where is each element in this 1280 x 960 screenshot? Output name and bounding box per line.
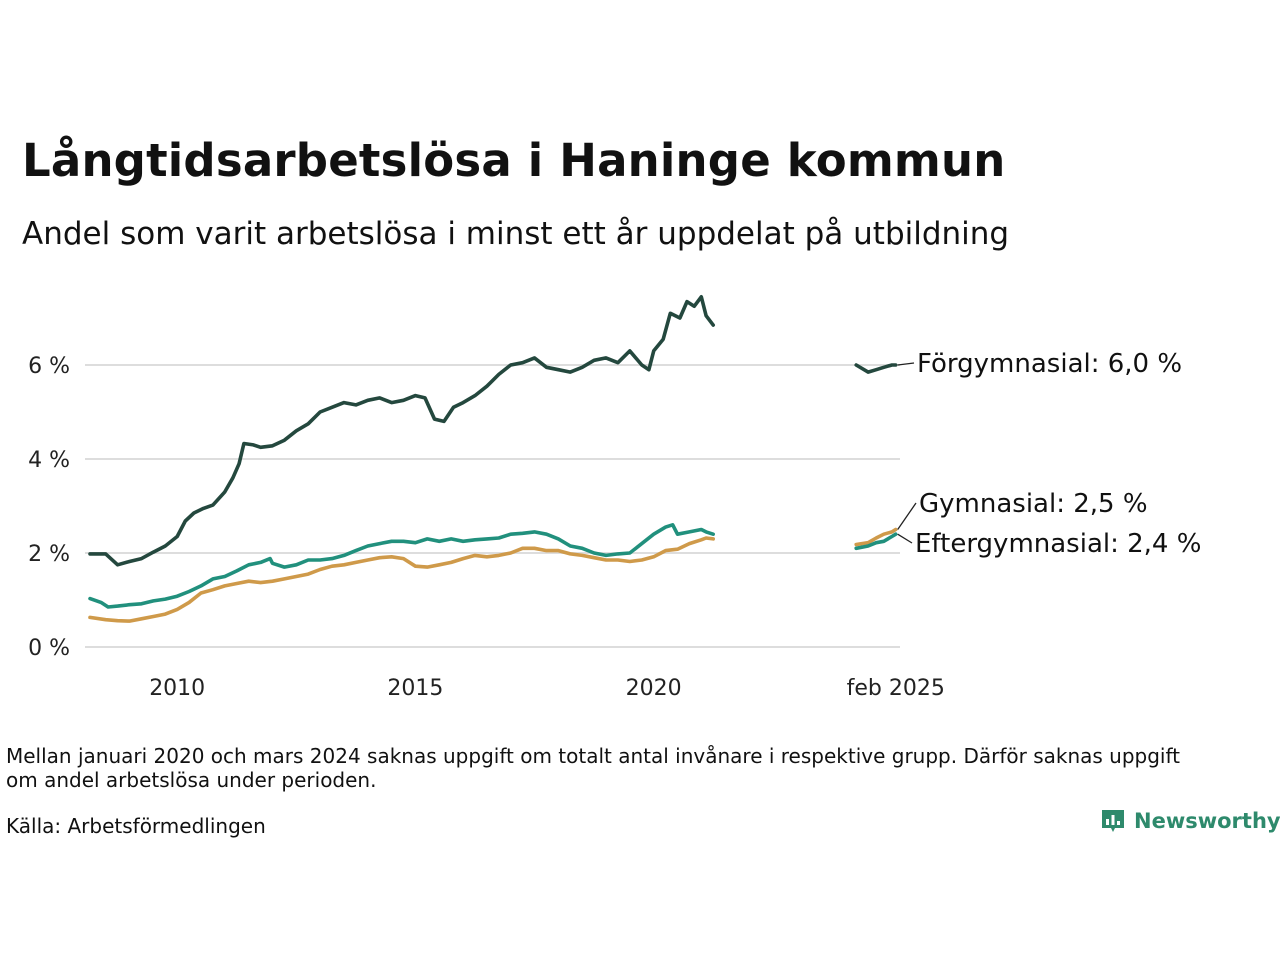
label-leader-gymnasial xyxy=(897,502,917,530)
series-line-eftergymnasial-1 xyxy=(854,532,898,551)
newsworthy-logo-text: Newsworthy xyxy=(1134,809,1280,833)
series-line-förgymnasial-1 xyxy=(854,363,898,374)
series-line-eftergymnasial-0 xyxy=(88,523,715,609)
footnote: Mellan januari 2020 och mars 2024 saknas… xyxy=(6,744,1181,792)
newsworthy-logo: Newsworthy xyxy=(1100,808,1280,834)
newsworthy-logo-icon xyxy=(1102,810,1124,832)
x-tick-label: 2010 xyxy=(149,676,205,701)
label-leader-eftergymnasial xyxy=(897,533,913,544)
x-tick-label: 2020 xyxy=(626,676,682,701)
series-label-eftergymnasial: Eftergymnasial: 2,4 % xyxy=(915,529,1201,559)
y-tick-label: 0 % xyxy=(28,636,70,661)
series-label-gymnasial: Gymnasial: 2,5 % xyxy=(919,489,1148,519)
y-tick-label: 2 % xyxy=(28,542,70,567)
chart-title: Långtidsarbetslösa i Haninge kommun xyxy=(22,134,1006,187)
series-line-gymnasial-1 xyxy=(854,527,898,547)
series-lines xyxy=(88,295,898,623)
source-note: Källa: Arbetsförmedlingen xyxy=(6,814,266,838)
series-label-förgymnasial: Förgymnasial: 6,0 % xyxy=(917,349,1182,379)
series-labels: Förgymnasial: 6,0 % Gymnasial: 2,5 % Efter… xyxy=(897,349,1201,559)
series-line-gymnasial-0 xyxy=(88,536,715,623)
x-axis-ticks: 2010 2015 2020 feb 2025 xyxy=(149,676,945,701)
line-chart: 0 % 2 % 4 % 6 % 2010 2015 2020 feb 2025 Förgym… xyxy=(28,295,1201,701)
label-leader-förgymnasial xyxy=(897,362,915,366)
chart-subtitle: Andel som varit arbetslösa i minst ett å… xyxy=(22,216,1010,252)
y-tick-label: 4 % xyxy=(28,448,70,473)
y-tick-label: 6 % xyxy=(28,354,70,379)
x-tick-label: 2015 xyxy=(387,676,443,701)
x-tick-label: feb 2025 xyxy=(847,676,945,701)
series-line-förgymnasial-0 xyxy=(88,295,715,567)
y-axis-ticks: 0 % 2 % 4 % 6 % xyxy=(28,354,70,661)
gridlines xyxy=(85,364,900,648)
